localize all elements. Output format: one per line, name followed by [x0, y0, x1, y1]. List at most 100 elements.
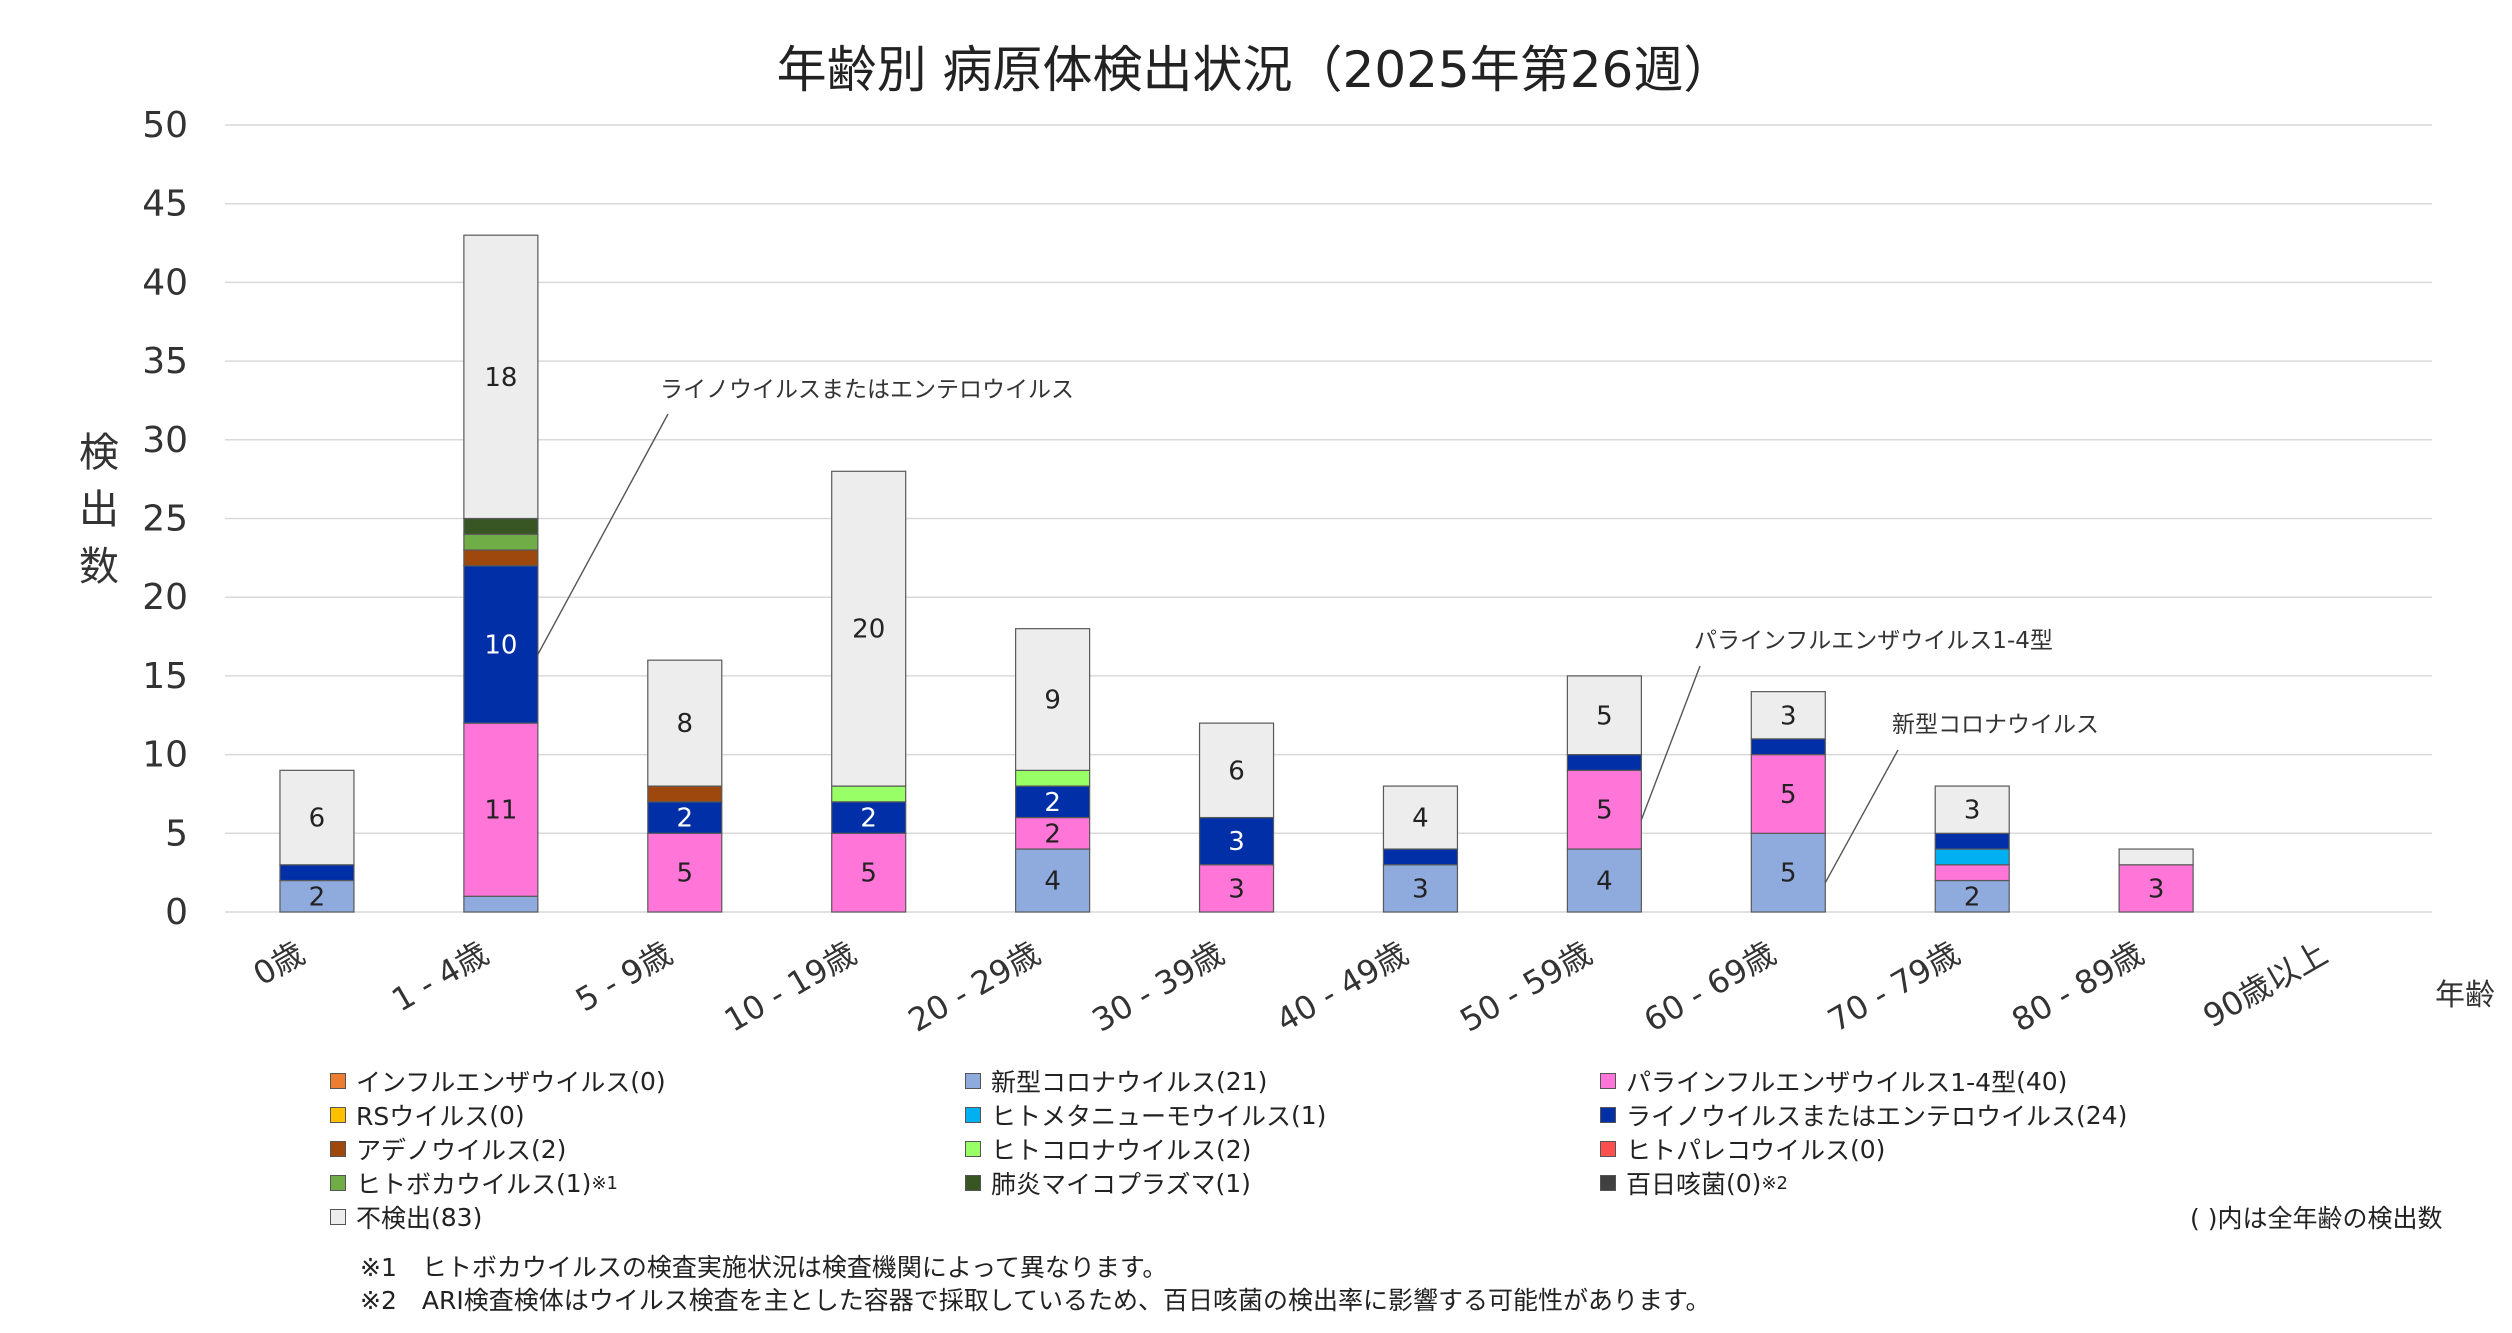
legend-item: ライノウイルスまたはエンテロウイルス (24)	[1600, 1097, 2127, 1133]
x-axis-label: 年齢	[2435, 978, 2495, 1013]
bar-segment	[1934, 785, 2010, 834]
legend-item: アデノウイルス (2)	[330, 1131, 566, 1167]
bar-segment	[463, 234, 539, 520]
x-tick-label: 80 - 89歳	[2005, 934, 2150, 1040]
data-label: 9	[1044, 686, 1061, 716]
legend-swatch	[965, 1175, 981, 1191]
bar-segment	[831, 785, 907, 803]
legend-count: (21)	[1216, 1066, 1268, 1096]
callout-line	[1824, 749, 1899, 883]
y-axis-label-char: 出	[79, 487, 119, 533]
bar-segment	[1750, 738, 1826, 756]
legend-label: アデノウイルス	[356, 1136, 532, 1165]
legend-swatch	[330, 1141, 346, 1157]
bars	[279, 234, 2194, 913]
bar-segment	[1198, 722, 1275, 819]
legend-label: 新型コロナウイルス	[991, 1068, 1217, 1097]
legend-item: ヒトコロナウイルス (2)	[965, 1131, 1251, 1167]
data-label: 2	[309, 882, 326, 912]
data-label: 5	[860, 859, 877, 889]
callout-label: パラインフルエンザウイルス1-4型	[1694, 628, 2053, 654]
bar-segment	[1198, 816, 1275, 866]
footnote-2: ※2 ARI検査検体はウイルス検査を主とした容器で採取しているため、百日咳菌の検…	[360, 1286, 1711, 1315]
bar-segment	[463, 895, 539, 913]
bar-segment	[1015, 628, 1091, 771]
bar-segment	[279, 879, 355, 913]
x-tick-label: 70 - 79歳	[1821, 934, 1966, 1040]
data-label: 2	[1044, 788, 1061, 818]
chart-title: 年齢別 病原体検出状況（2025年第26週）	[777, 41, 1734, 99]
legend-count: (0)	[489, 1100, 525, 1130]
legend-swatch	[965, 1107, 981, 1123]
legend-item: 新型コロナウイルス (21)	[965, 1063, 1267, 1099]
callout-line	[1640, 665, 1701, 820]
data-label: 6	[309, 804, 326, 834]
x-tick-label: 50 - 59歳	[1454, 934, 1599, 1040]
bar-segment	[1015, 785, 1091, 819]
legend-count: (1)	[556, 1168, 592, 1198]
y-tick-label: 0	[165, 892, 188, 933]
y-axis-label-char: 検	[79, 430, 119, 476]
y-tick-label: 10	[142, 735, 188, 776]
x-tick-label: 5 - 9歳	[569, 934, 679, 1019]
legend-count: (1)	[1215, 1168, 1251, 1198]
x-tick-label: 20 - 29歳	[902, 934, 1047, 1040]
bar-segment	[1934, 848, 2010, 866]
x-tick-label: 60 - 69歳	[1637, 934, 1782, 1040]
bar-segment	[463, 517, 539, 535]
legend-count: (24)	[2076, 1100, 2128, 1130]
legend-count: (2)	[531, 1134, 567, 1164]
legend-label: ヒトメタニューモウイルス	[991, 1102, 1292, 1131]
x-tick-label: 40 - 49歳	[1270, 934, 1415, 1040]
bar-segment	[463, 549, 539, 567]
data-label: 3	[1228, 827, 1245, 857]
footnote-1: ※1 ヒトボカウイルスの検査実施状況は検査機関によって異なります。	[360, 1253, 1168, 1282]
callout-label: 新型コロナウイルス	[1892, 712, 2099, 738]
y-tick-label: 50	[142, 105, 188, 146]
legend-label: ヒトコロナウイルス	[991, 1136, 1217, 1165]
legend-label: ライノウイルスまたはエンテロウイルス	[1626, 1102, 2077, 1131]
legend-count: (0)	[1726, 1168, 1762, 1198]
y-tick-label: 5	[165, 813, 188, 854]
legend-item: 不検出 (83)	[330, 1199, 482, 1235]
x-tick-label: 1 - 4歳	[385, 934, 495, 1019]
y-tick-label: 25	[142, 499, 188, 540]
bar-segment	[1382, 864, 1459, 913]
bar-segment	[463, 533, 539, 551]
legend-label: ヒトパレコウイルス	[1626, 1136, 1851, 1165]
x-tick-label: 30 - 39歳	[1086, 934, 1231, 1040]
bar-segment	[1382, 785, 1459, 850]
legend-swatch	[1600, 1175, 1616, 1191]
gridlines	[225, 124, 2432, 913]
legend-count: (0)	[630, 1066, 666, 1096]
y-tick-label: 20	[142, 577, 188, 618]
legend-count: (40)	[2016, 1066, 2068, 1096]
legend-label: パラインフルエンザウイルス1-4型	[1626, 1068, 2017, 1097]
legend-item: ヒトボカウイルス (1) ※1	[330, 1165, 618, 1201]
y-axis-label-char: 数	[79, 544, 119, 590]
bar-segment	[1566, 848, 1642, 913]
y-tick-label: 30	[142, 420, 188, 461]
bar-segment	[1566, 675, 1642, 756]
bar-segment	[647, 659, 723, 787]
x-tick-label: 10 - 19歳	[718, 934, 863, 1040]
bar-segment	[1750, 691, 1826, 740]
bar-segment	[1015, 848, 1091, 913]
bar-segment	[1934, 832, 2010, 850]
legend-item: パラインフルエンザウイルス1-4型 (40)	[1600, 1063, 2067, 1099]
bar-segment	[647, 832, 723, 913]
x-tick-label: 0歳	[247, 934, 311, 993]
y-tick-label: 35	[142, 341, 188, 382]
data-label: 3	[1964, 796, 1981, 826]
legend-item: ヒトメタニューモウイルス (1)	[965, 1097, 1326, 1133]
legend-note-mark: ※2	[1761, 1172, 1788, 1194]
bar-segment	[463, 565, 539, 724]
bar-segment	[279, 769, 355, 866]
data-label: 2	[1044, 819, 1061, 849]
data-label: 4	[1412, 804, 1429, 834]
legend-swatch	[330, 1107, 346, 1123]
legend-swatch	[965, 1141, 981, 1157]
bar-segment	[2118, 848, 2194, 866]
bar-segment	[2118, 864, 2194, 913]
